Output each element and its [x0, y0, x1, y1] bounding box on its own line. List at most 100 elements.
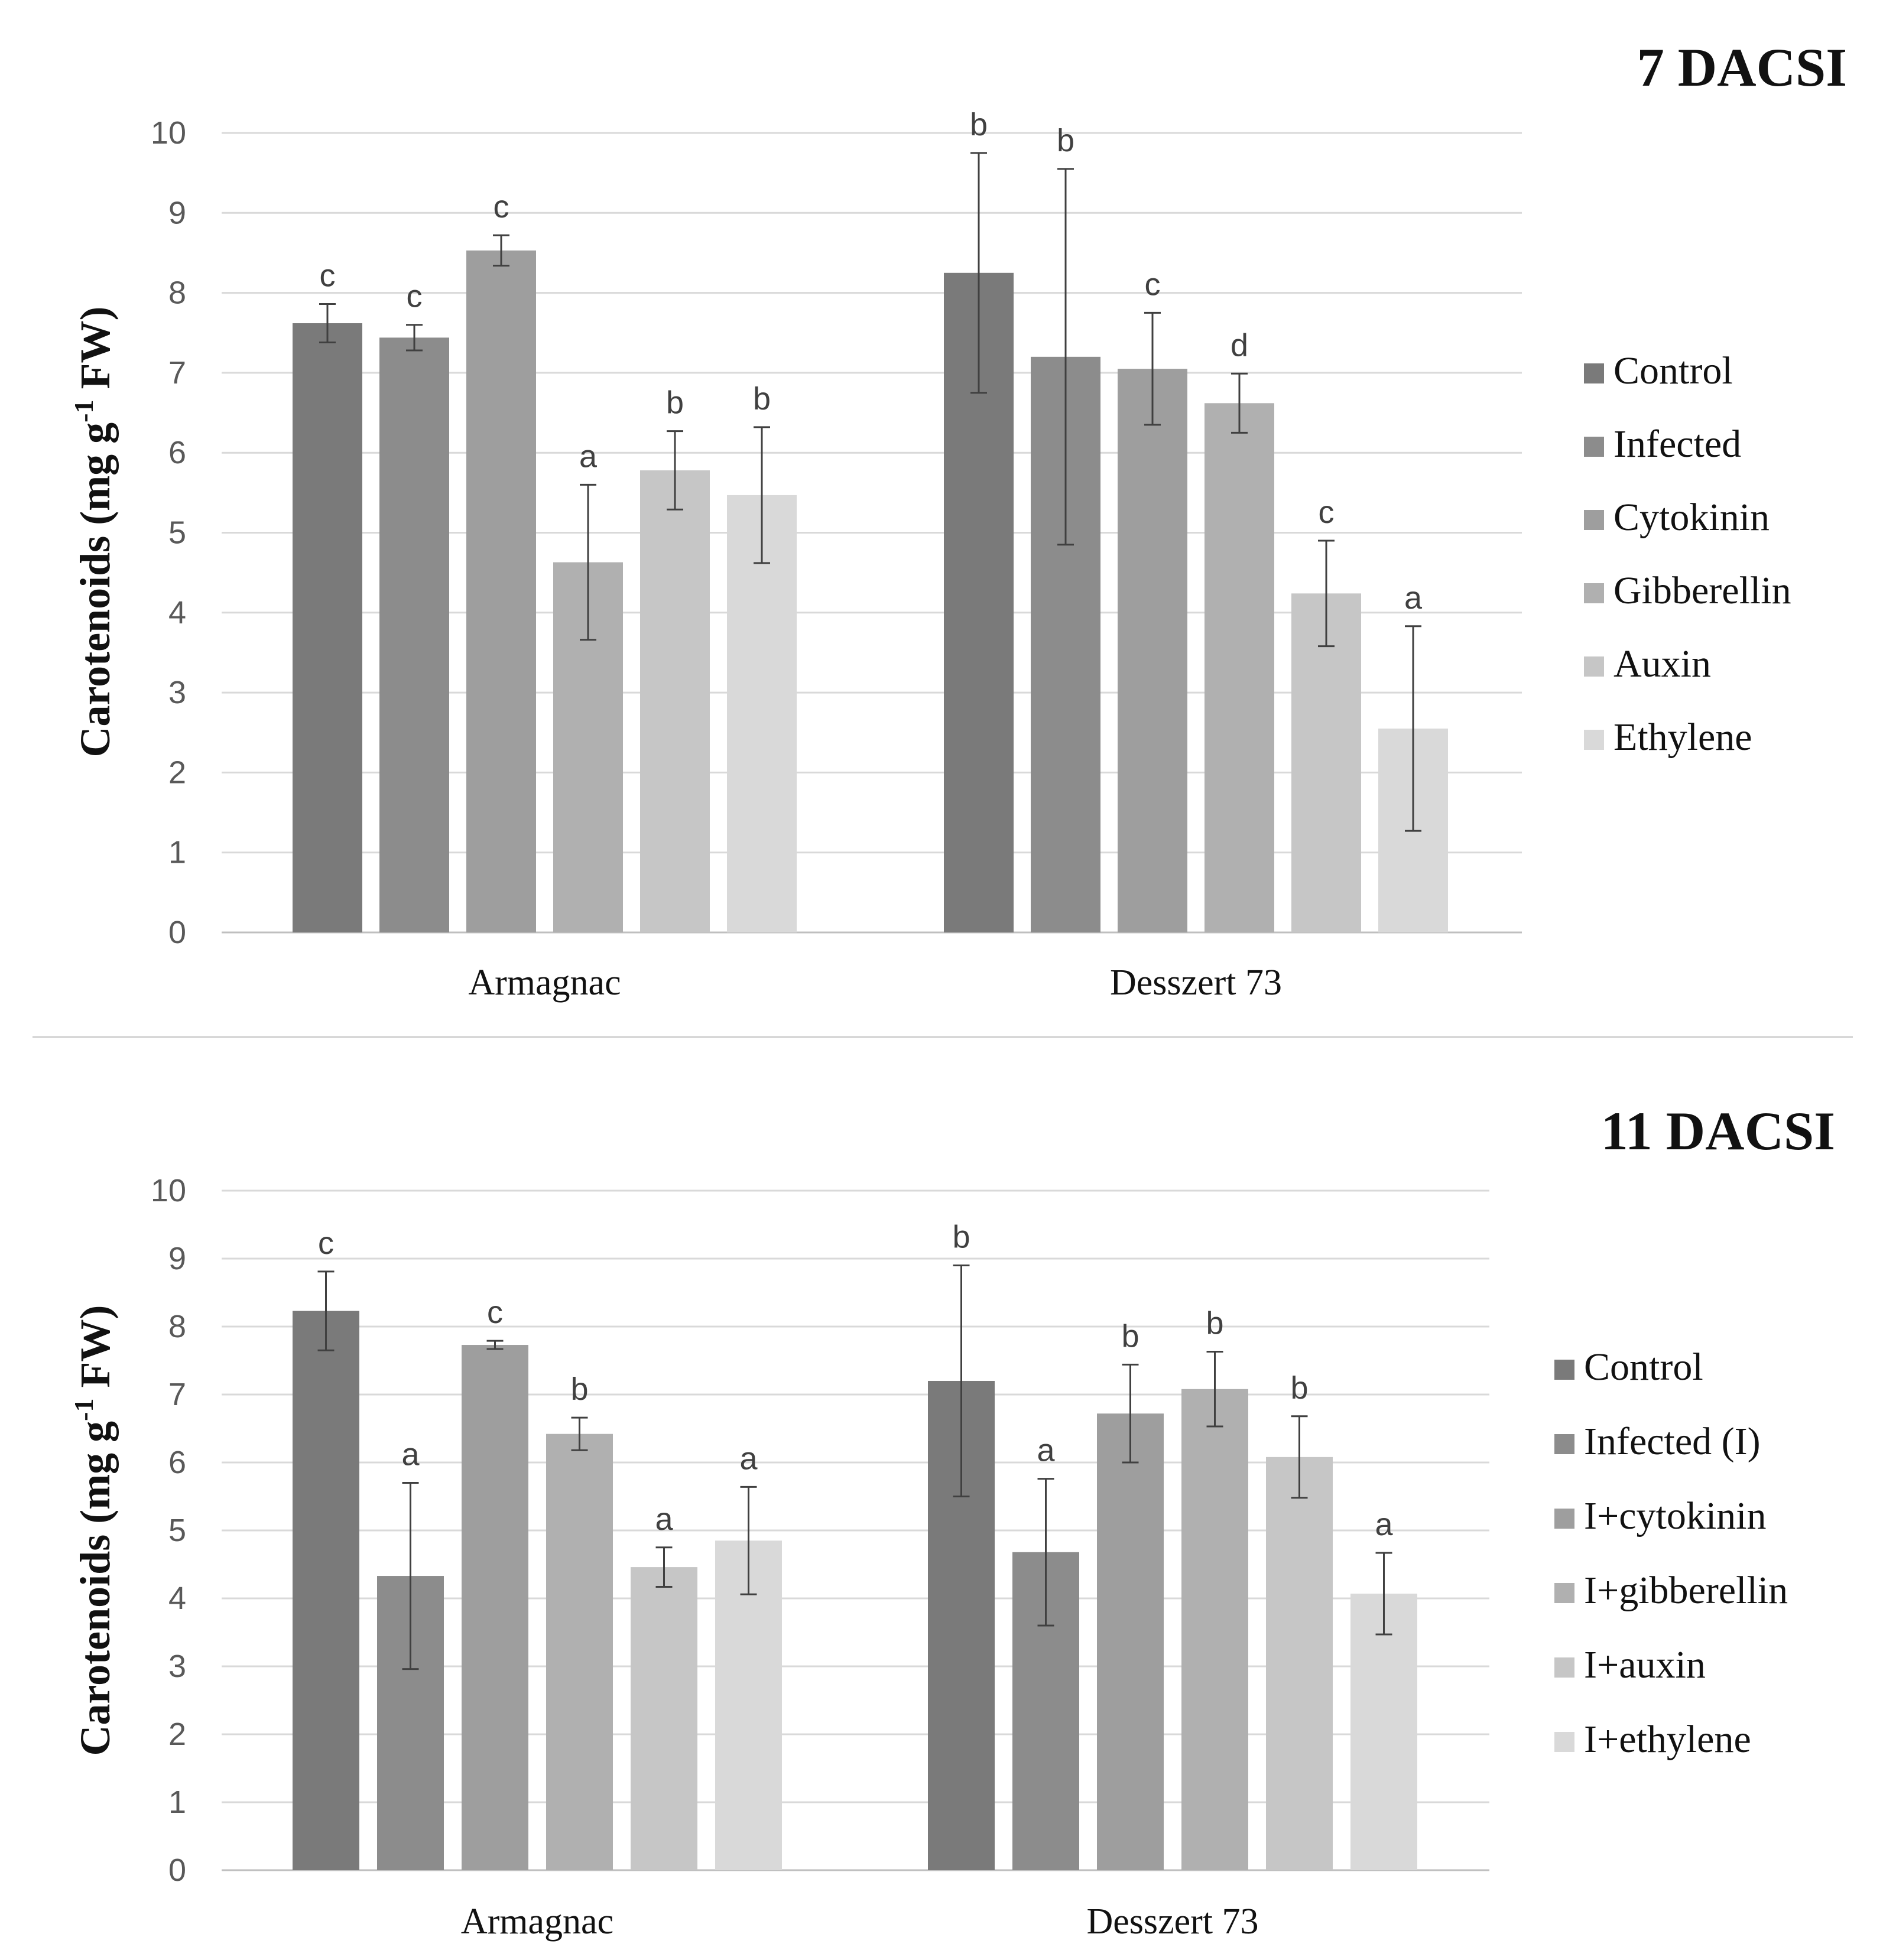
legend-swatch: [1584, 510, 1604, 530]
y-tick-label: 5: [168, 1513, 186, 1548]
bar-0-1: [379, 337, 449, 932]
bar-0-2: [462, 1345, 528, 1870]
legend-swatch: [1584, 730, 1604, 750]
category-label: Desszert 73: [1110, 963, 1282, 1003]
y-tick-label: 8: [168, 1309, 186, 1344]
y-tick-label: 1: [168, 835, 186, 870]
legend-swatch: [1554, 1583, 1574, 1603]
category-label: Armagnac: [468, 963, 621, 1003]
legend-label: Control: [1584, 1345, 1703, 1389]
legend-label: I+cytokinin: [1584, 1494, 1767, 1538]
legend: Control Infected Cytokinin Gibberellin Auxin…: [1584, 349, 1791, 759]
y-tick-label: 8: [168, 275, 186, 311]
significance-letter: b: [970, 107, 988, 142]
significance-letter: a: [1404, 580, 1423, 616]
legend-label: Cytokinin: [1613, 496, 1770, 539]
y-axis-label: Carotenoids (mg g-1 FW): [69, 1305, 119, 1756]
y-tick-label: 9: [168, 195, 186, 230]
bar-1-3: [1181, 1389, 1248, 1870]
bar-0-0: [293, 323, 362, 933]
significance-letter: b: [952, 1220, 970, 1255]
y-tick-label: 4: [168, 1581, 186, 1616]
y-axis-label-tail: FW): [72, 1305, 119, 1399]
significance-letter: b: [1121, 1318, 1139, 1354]
legend: Control Infected (I) I+cytokinin I+gibberel…: [1554, 1345, 1788, 1761]
y-tick-label: 9: [168, 1241, 186, 1276]
significance-letter: a: [655, 1501, 673, 1537]
legend-label: I+auxin: [1584, 1643, 1706, 1686]
bar-0-5: [715, 1540, 782, 1870]
legend-label: Infected: [1613, 422, 1741, 466]
legend-swatch: [1584, 583, 1604, 603]
category-label: Armagnac: [461, 1902, 613, 1942]
y-tick-label: 2: [168, 755, 186, 790]
legend-label: Control: [1613, 349, 1733, 392]
bar-0-2: [466, 250, 536, 932]
significance-letter: c: [487, 1295, 503, 1330]
y-axis-label-superscript: -1: [69, 399, 99, 422]
significance-letter: a: [1375, 1507, 1393, 1542]
bar-1-4: [1266, 1457, 1333, 1870]
bar-0-0: [293, 1311, 359, 1870]
y-tick-label: 0: [168, 915, 186, 950]
bar-1-5: [1350, 1593, 1417, 1870]
bar-1-3: [1205, 403, 1274, 932]
bar-0-5: [727, 495, 797, 932]
bar-0-4: [631, 1567, 697, 1870]
y-tick-label: 1: [168, 1785, 186, 1820]
chart-panel-1: 0 1 2 3 4 5 6 7 8 9 10 7 DACSI Carotenoids (mg g-1 F…: [69, 37, 1847, 1003]
significance-letter: c: [1319, 495, 1335, 530]
legend-swatch: [1554, 1360, 1574, 1380]
significance-letter: c: [320, 258, 336, 294]
y-tick-label: 4: [168, 595, 186, 630]
legend-swatch: [1584, 437, 1604, 457]
bar-0-4: [640, 470, 710, 932]
significance-letter: a: [579, 438, 598, 474]
y-axis-label-main: Carotenoids (mg g: [72, 1421, 119, 1756]
bar-1-4: [1291, 593, 1361, 932]
chart-title: 11 DACSI: [1601, 1101, 1835, 1161]
y-tick-label: 3: [168, 1649, 186, 1684]
y-tick-label: 10: [151, 1173, 186, 1208]
legend-label: Auxin: [1613, 642, 1711, 685]
legend-label: Ethylene: [1613, 716, 1752, 759]
y-axis-label-superscript: -1: [69, 1398, 99, 1421]
y-tick-label: 2: [168, 1717, 186, 1752]
bar-0-3: [546, 1434, 613, 1870]
y-tick-label: 0: [168, 1852, 186, 1888]
legend-swatch: [1584, 656, 1604, 677]
y-axis-label: Carotenoids (mg g-1 FW): [69, 307, 119, 758]
legend-swatch: [1554, 1509, 1574, 1529]
legend-label: Gibberellin: [1613, 569, 1791, 612]
significance-letter: a: [1037, 1433, 1055, 1468]
legend-swatch: [1554, 1657, 1574, 1678]
significance-letter: c: [1145, 266, 1161, 302]
y-tick-label: 7: [168, 355, 186, 391]
category-label: Desszert 73: [1087, 1902, 1259, 1942]
y-tick-label: 10: [151, 115, 186, 151]
significance-letter: b: [1206, 1306, 1223, 1341]
legend-label: I+ethylene: [1584, 1718, 1751, 1761]
significance-letter: a: [739, 1441, 758, 1476]
bar-1-2: [1118, 369, 1187, 932]
chart-title: 7 DACSI: [1637, 37, 1847, 97]
legend-swatch: [1584, 363, 1604, 383]
y-tick-label: 3: [168, 675, 186, 710]
significance-letter: b: [666, 385, 684, 421]
legend-swatch: [1554, 1434, 1574, 1454]
legend-label: I+gibberellin: [1584, 1569, 1788, 1612]
y-axis-label-tail: FW): [72, 307, 119, 400]
significance-letter: b: [1057, 123, 1074, 158]
significance-letter: b: [1290, 1370, 1308, 1406]
significance-letter: b: [570, 1371, 588, 1407]
chart-panel-2: 0 1 2 3 4 5 6 7 8 9 10 11 DACSI Carotenoids (mg g-1 …: [69, 1101, 1835, 1942]
significance-letter: a: [401, 1437, 420, 1473]
significance-letter: d: [1231, 327, 1248, 363]
legend-label: Infected (I): [1584, 1420, 1761, 1463]
significance-letter: c: [494, 189, 509, 225]
bar-1-2: [1097, 1413, 1164, 1870]
significance-letter: b: [753, 381, 771, 417]
y-tick-label: 7: [168, 1377, 186, 1412]
significance-letter: c: [318, 1226, 334, 1261]
